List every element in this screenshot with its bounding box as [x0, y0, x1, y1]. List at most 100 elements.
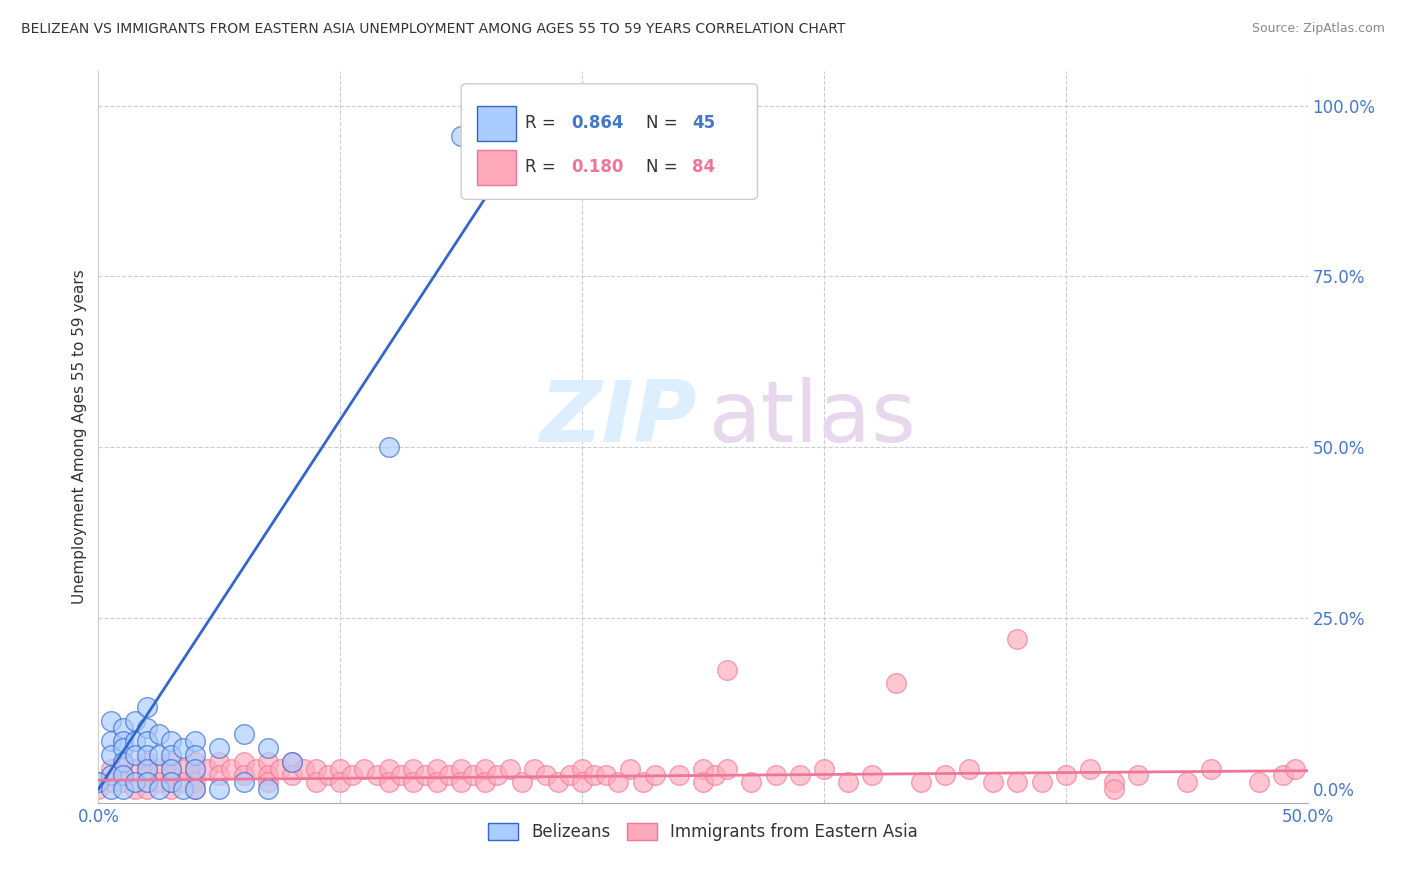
- Point: [704, 768, 727, 782]
- Point: [402, 775, 425, 789]
- Point: [100, 734, 122, 748]
- Point: [789, 768, 811, 782]
- Point: [765, 768, 787, 782]
- Point: [160, 775, 183, 789]
- Point: [547, 775, 569, 789]
- Point: [111, 768, 134, 782]
- Point: [124, 734, 146, 748]
- Point: [124, 747, 146, 762]
- Point: [256, 775, 278, 789]
- Point: [148, 747, 170, 762]
- Point: [160, 768, 183, 782]
- Point: [256, 782, 278, 797]
- Text: atlas: atlas: [709, 377, 917, 460]
- Point: [135, 762, 157, 776]
- Text: R =: R =: [526, 158, 561, 177]
- Point: [111, 768, 134, 782]
- Point: [160, 747, 183, 762]
- Point: [329, 762, 352, 776]
- Point: [1007, 775, 1029, 789]
- Point: [184, 768, 207, 782]
- Point: [486, 768, 509, 782]
- Point: [619, 762, 641, 776]
- Point: [135, 775, 157, 789]
- Point: [523, 762, 546, 776]
- Point: [208, 741, 231, 756]
- Point: [316, 768, 339, 782]
- Point: [957, 762, 980, 776]
- Point: [135, 747, 157, 762]
- Point: [100, 775, 122, 789]
- Point: [124, 775, 146, 789]
- Point: [534, 768, 557, 782]
- Point: [208, 755, 231, 769]
- Point: [1031, 775, 1053, 789]
- Point: [100, 762, 122, 776]
- Point: [148, 775, 170, 789]
- Point: [631, 775, 654, 789]
- Point: [571, 775, 593, 789]
- Point: [450, 775, 472, 789]
- Point: [111, 741, 134, 756]
- Point: [716, 663, 738, 677]
- Point: [1249, 775, 1271, 789]
- Point: [87, 775, 110, 789]
- Text: 0.180: 0.180: [571, 158, 624, 177]
- Point: [100, 747, 122, 762]
- Point: [111, 782, 134, 797]
- Text: R =: R =: [526, 114, 561, 132]
- Point: [100, 782, 122, 797]
- FancyBboxPatch shape: [477, 106, 516, 141]
- Point: [353, 762, 375, 776]
- Point: [692, 762, 714, 776]
- Text: 84: 84: [692, 158, 716, 177]
- Point: [184, 782, 207, 797]
- Point: [172, 782, 194, 797]
- Point: [886, 676, 908, 690]
- Point: [208, 782, 231, 797]
- Point: [184, 755, 207, 769]
- Point: [1102, 775, 1125, 789]
- Point: [595, 768, 617, 782]
- Point: [342, 768, 364, 782]
- Point: [644, 768, 666, 782]
- Point: [256, 768, 278, 782]
- Point: [716, 762, 738, 776]
- Point: [184, 775, 207, 789]
- Text: N =: N =: [647, 158, 683, 177]
- Point: [813, 762, 835, 776]
- Point: [232, 755, 254, 769]
- Point: [195, 762, 218, 776]
- Point: [135, 734, 157, 748]
- Point: [172, 741, 194, 756]
- Point: [124, 714, 146, 728]
- Point: [135, 782, 157, 797]
- Point: [910, 775, 932, 789]
- Point: [1175, 775, 1198, 789]
- Point: [111, 755, 134, 769]
- Point: [148, 762, 170, 776]
- Point: [148, 727, 170, 741]
- Text: N =: N =: [647, 114, 683, 132]
- Point: [450, 762, 472, 776]
- Point: [450, 129, 472, 144]
- Point: [256, 755, 278, 769]
- Point: [269, 762, 291, 776]
- Point: [221, 762, 243, 776]
- Point: [426, 775, 449, 789]
- Point: [981, 775, 1004, 789]
- Point: [389, 768, 412, 782]
- Point: [1007, 632, 1029, 646]
- Point: [463, 126, 485, 140]
- Point: [668, 768, 690, 782]
- Point: [474, 762, 496, 776]
- Point: [232, 775, 254, 789]
- Point: [160, 755, 183, 769]
- Point: [281, 768, 304, 782]
- Point: [329, 775, 352, 789]
- Point: [184, 747, 207, 762]
- Point: [305, 775, 328, 789]
- Point: [111, 734, 134, 748]
- Point: [111, 721, 134, 735]
- Point: [437, 768, 460, 782]
